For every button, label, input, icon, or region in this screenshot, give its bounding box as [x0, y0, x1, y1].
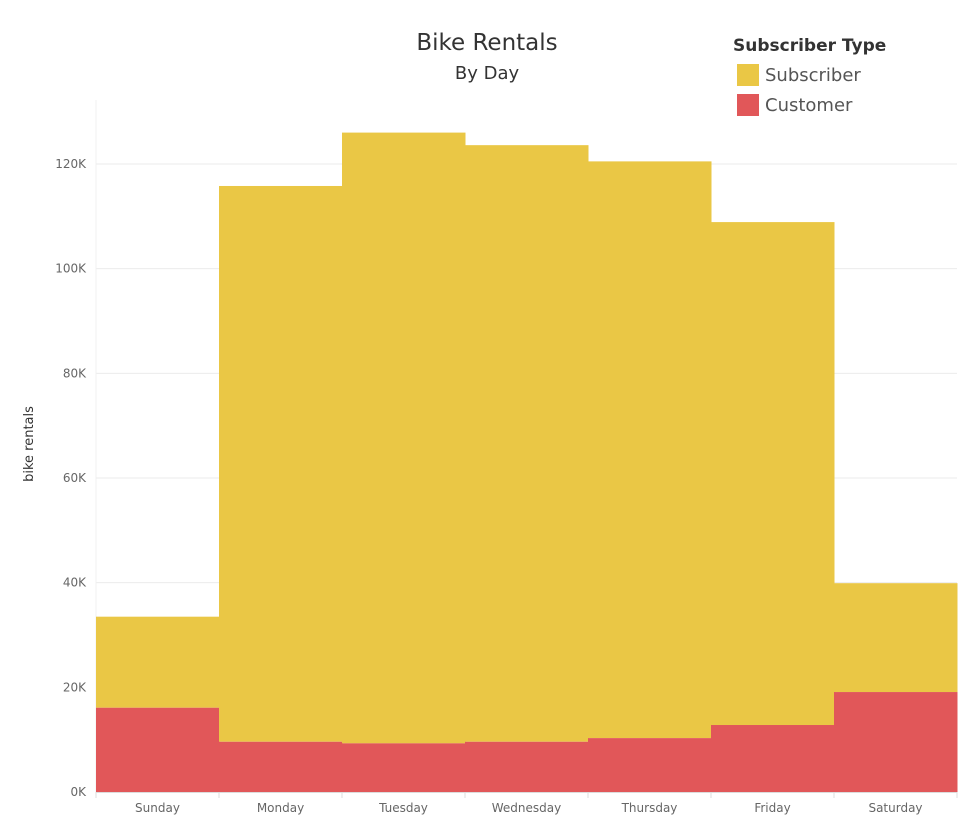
chart-subtitle: By Day — [454, 63, 520, 84]
subscriber-bar-monday — [219, 185, 343, 742]
subscriber-bar-friday — [711, 222, 835, 726]
legend-item-customer[interactable]: Customer — [733, 90, 886, 120]
x-tick-label: Monday — [257, 801, 304, 815]
y-tick-label: 0K — [70, 785, 87, 799]
y-tick-label: 20K — [63, 680, 87, 694]
legend-label-subscriber: Subscriber — [765, 64, 861, 86]
x-tick-label: Saturday — [868, 801, 922, 815]
y-tick-label: 120K — [55, 157, 87, 171]
legend-item-subscriber[interactable]: Subscriber — [733, 60, 886, 90]
customer-bar-wednesday — [465, 741, 589, 792]
customer-bar-sunday — [96, 707, 220, 792]
subscriber-bar-tuesday — [342, 132, 466, 744]
legend: Subscriber Type Subscriber Customer — [733, 36, 886, 120]
customer-bar-monday — [219, 741, 343, 792]
x-tick-label: Sunday — [135, 801, 180, 815]
y-tick-label: 80K — [63, 366, 87, 380]
y-tick-label: 40K — [63, 576, 87, 590]
y-axis-label: bike rentals — [22, 406, 37, 482]
legend-label-customer: Customer — [765, 94, 853, 116]
y-tick-label: 60K — [63, 471, 87, 485]
legend-swatch-subscriber — [737, 64, 759, 86]
customer-bar-friday — [711, 725, 835, 792]
legend-swatch-customer — [737, 94, 759, 116]
subscriber-bar-wednesday — [465, 145, 589, 742]
x-tick-label: Wednesday — [492, 801, 561, 815]
subscriber-bar-sunday — [96, 616, 220, 708]
x-tick-label: Friday — [754, 801, 790, 815]
chart-title: Bike Rentals — [416, 30, 558, 56]
subscriber-bar-thursday — [588, 161, 712, 739]
x-tick-label: Tuesday — [378, 801, 428, 815]
customer-bar-saturday — [834, 692, 958, 792]
y-tick-label: 100K — [55, 262, 87, 276]
legend-title: Subscriber Type — [733, 36, 887, 56]
customer-bar-thursday — [588, 738, 712, 792]
customer-bar-tuesday — [342, 743, 466, 792]
x-tick-label: Thursday — [621, 801, 678, 815]
subscriber-bar-saturday — [834, 583, 958, 693]
